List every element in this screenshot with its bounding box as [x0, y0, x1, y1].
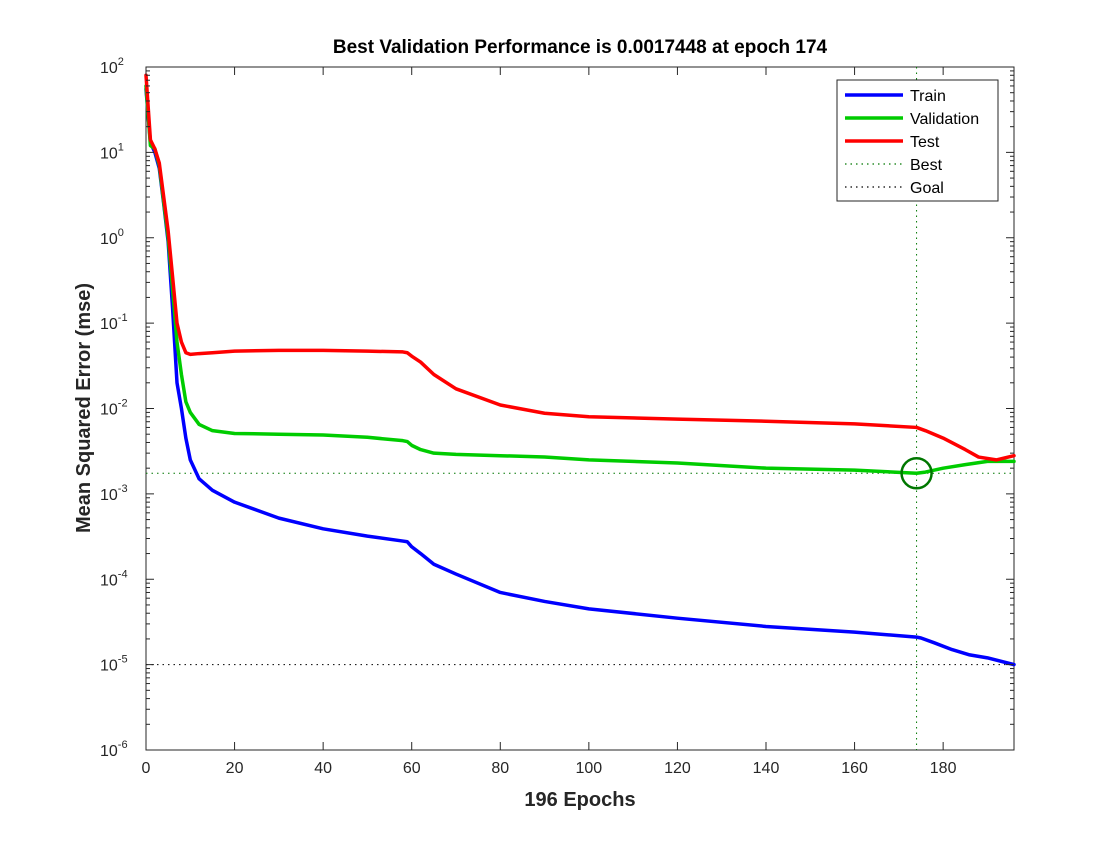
y-tick-label: 101: [100, 141, 124, 162]
x-tick-label: 140: [753, 760, 780, 777]
x-tick-label: 40: [314, 760, 332, 777]
y-axis-ticks: 10-6 10-5 10-4 10-3 10-2 10-1 100 101 102: [100, 56, 1014, 760]
x-tick-label: 180: [930, 760, 957, 777]
x-tick-label: 80: [491, 760, 509, 777]
best-marker: [900, 456, 933, 490]
legend-label-train: Train: [910, 88, 946, 105]
y-tick-label: 10-1: [100, 312, 128, 333]
y-tick-label: 10-2: [100, 398, 128, 419]
y-tick-label: 100: [100, 227, 124, 248]
y-axis-label: Mean Squared Error (mse): [73, 283, 95, 533]
legend-label-best: Best: [910, 157, 943, 174]
y-tick-label: 10-4: [100, 568, 128, 589]
legend-label-goal: Goal: [910, 180, 944, 197]
legend-label-test: Test: [910, 134, 940, 151]
chart-title: Best Validation Performance is 0.0017448…: [333, 37, 828, 58]
y-tick-label: 102: [100, 56, 124, 77]
x-tick-label: 100: [576, 760, 603, 777]
series-layer: [144, 73, 1016, 667]
x-tick-label: 0: [142, 760, 151, 777]
legend: Train Validation Test Best Goal: [836, 79, 999, 202]
series-line-test: [144, 73, 1016, 462]
reference-lines: [146, 67, 1014, 750]
y-tick-label: 10-6: [100, 739, 128, 760]
legend-label-validation: Validation: [910, 111, 979, 128]
x-axis-label: 196 Epochs: [524, 789, 635, 811]
x-tick-label: 60: [403, 760, 421, 777]
x-tick-label: 120: [664, 760, 691, 777]
y-tick-label: 10-5: [100, 654, 128, 675]
x-tick-label: 20: [226, 760, 244, 777]
x-axis-ticks: 0 20 40 60 80 100 120 140 160 180: [142, 67, 957, 777]
x-tick-label: 160: [841, 760, 868, 777]
y-tick-label: 10-3: [100, 483, 128, 504]
